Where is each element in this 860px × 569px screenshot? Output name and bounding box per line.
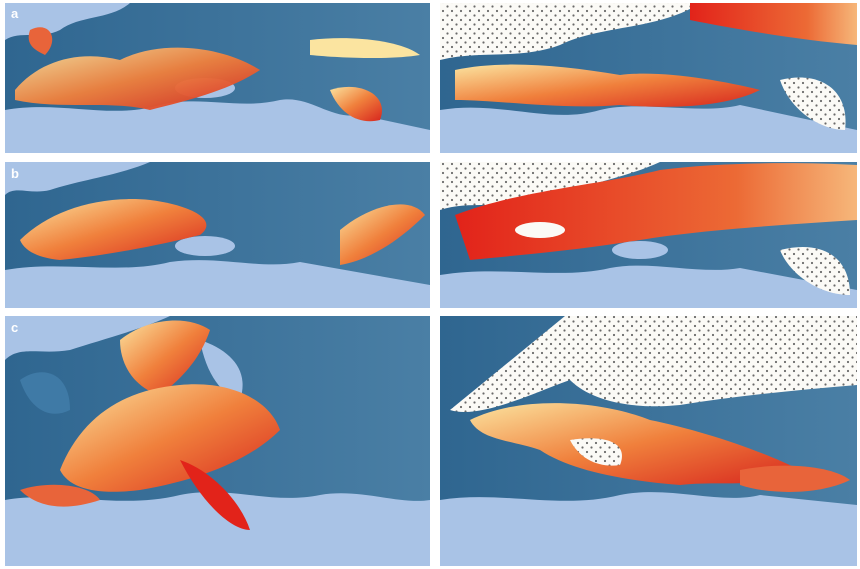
map-panel [440, 162, 857, 308]
panel-label: c [11, 320, 18, 335]
map-panel [5, 162, 430, 308]
map-panel [5, 3, 430, 153]
panel-label: b [11, 166, 19, 181]
map-panel [440, 3, 857, 153]
map-panel [5, 316, 430, 566]
panel-label: a [11, 6, 19, 21]
map-panel [440, 316, 857, 566]
